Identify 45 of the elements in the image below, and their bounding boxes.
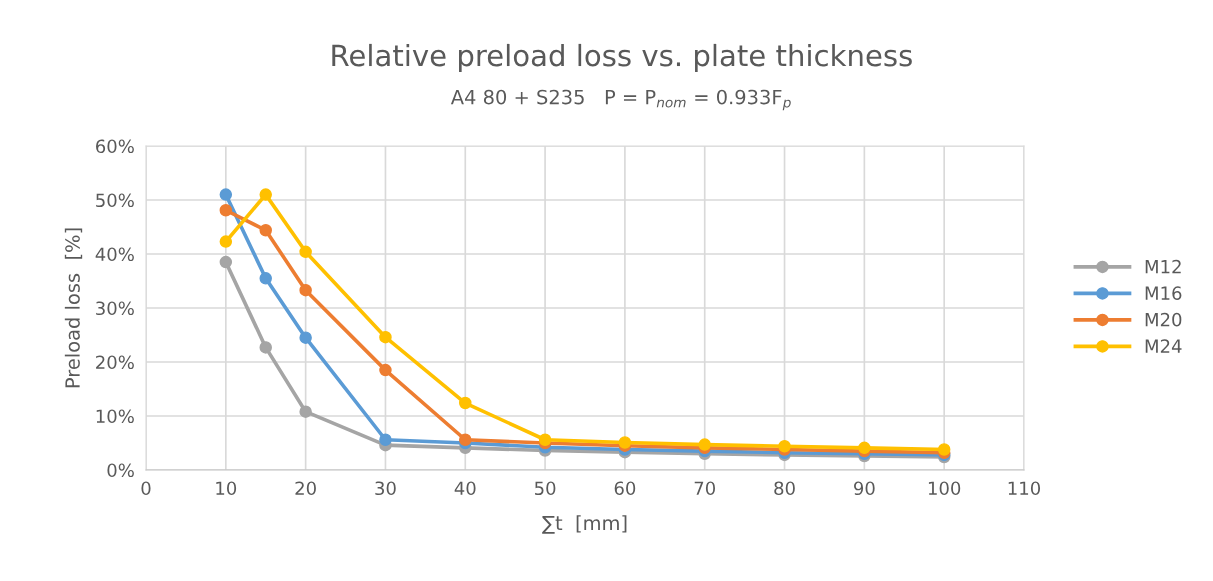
point [259,272,272,285]
point [219,204,233,217]
x-tick-label: 60 [614,481,636,496]
legend-label: M16 [1145,286,1182,300]
point [259,341,272,354]
point [299,245,312,259]
chart-title: Relative preload loss vs. plate thickness [332,43,912,73]
legend-label: M24 [1145,339,1182,353]
x-tick-label: 90 [854,481,875,496]
point [259,223,272,237]
point [778,439,791,453]
point [698,438,711,451]
legend-label: M12 [1145,259,1181,274]
point [299,283,312,297]
point [379,433,392,447]
legend-label: M20 [1145,312,1182,327]
x-tick-label: 70 [694,481,716,496]
point [219,188,233,201]
point [259,188,272,201]
chart-subtitle: A4 80 + S235 P = P$_{nom}$ = 0.933F$_{p}$ [450,89,791,111]
x-tick-label: 40 [454,481,476,496]
y-tick-label: 40% [95,247,134,262]
x-tick-label: 20 [295,481,316,496]
point [459,396,472,410]
point [379,363,392,377]
y-tick-label: 30% [96,301,134,316]
x-tick-label: 100 [928,481,961,496]
y-tick-label: 60% [96,139,134,154]
x-tick-label: 110 [1008,481,1041,496]
point [299,331,312,344]
x-axis-title: ∑t [mm] [542,515,627,534]
y-tick-label: 50% [96,193,134,208]
y-tick-label: 10% [96,409,134,424]
y-axis-title: Preload loss [%] [64,228,83,388]
point [379,330,392,344]
x-tick-label: 10 [216,481,237,496]
x-tick-label: 50 [535,481,556,496]
x-tick-label: 80 [774,481,795,496]
point [219,235,233,248]
point [299,405,312,418]
x-tick-label: 30 [375,481,396,496]
point [219,255,233,269]
y-tick-label: 0% [107,463,134,478]
y-tick-label: 20% [96,355,134,370]
x-tick-label: 0 [141,481,151,496]
